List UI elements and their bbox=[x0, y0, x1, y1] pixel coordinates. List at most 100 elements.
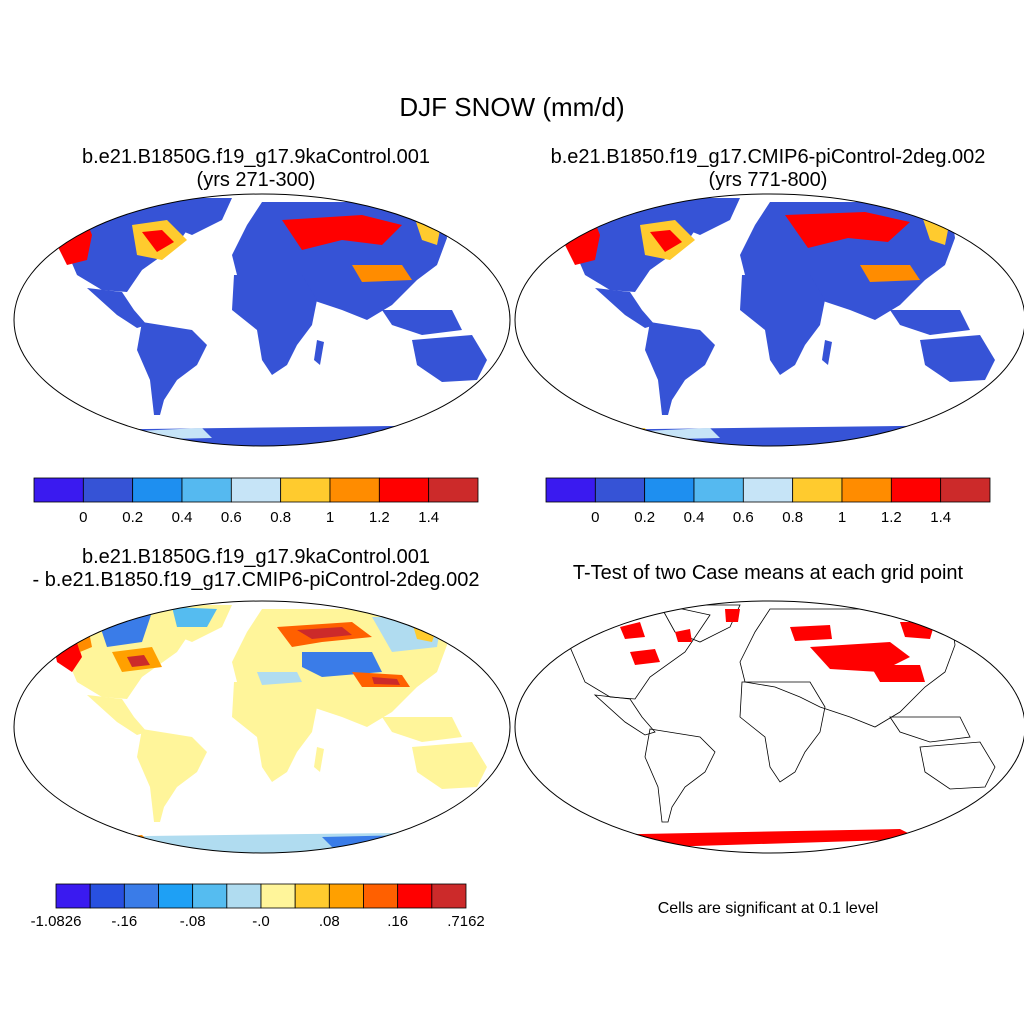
snow-high-na-west bbox=[52, 210, 92, 265]
panel-case1-title-line1: b.e21.B1850G.f19_g17.9kaControl.001 bbox=[81, 146, 431, 168]
coastline-ttest bbox=[564, 601, 996, 823]
anom-antarctic-positive bbox=[92, 835, 152, 847]
map-panel-case2 bbox=[530, 195, 1010, 446]
colorbar-box bbox=[378, 477, 430, 503]
map-panel-difference bbox=[22, 602, 502, 853]
colorbar-box bbox=[280, 477, 331, 503]
figure-title: DJF SNOW (mm/d) bbox=[399, 92, 625, 122]
land-south-america bbox=[645, 322, 715, 415]
colorbar-box bbox=[192, 883, 228, 909]
panel-case2-title-line1: b.e21.B1850.f19_g17.CMIP6-piControl-2deg… bbox=[550, 146, 986, 168]
sig-na-west bbox=[565, 619, 590, 642]
significance-note: Cells are significant at 0.1 level bbox=[657, 900, 879, 917]
colorbar-box bbox=[693, 477, 744, 503]
colorbar-tick-label: 1 bbox=[326, 509, 334, 526]
colorbar-tick-label: 0.8 bbox=[782, 509, 803, 526]
colorbar-box bbox=[123, 883, 159, 909]
colorbar-box bbox=[55, 883, 91, 909]
colorbar-tick-label: -.16 bbox=[111, 913, 137, 930]
panel-difference-title-line1: b.e21.B1850G.f19_g17.9kaControl.001 bbox=[81, 546, 431, 568]
sig-na-labrador bbox=[675, 629, 692, 642]
sig-antarctica bbox=[590, 829, 920, 849]
land-maritime-asia bbox=[890, 310, 970, 335]
colorbar-tick-label: .7162 bbox=[447, 913, 485, 930]
colorbar-box bbox=[428, 477, 479, 503]
colorbar-box bbox=[294, 883, 330, 909]
panel-ttest-title: T-Test of two Case means at each grid po… bbox=[572, 562, 964, 584]
land-africa bbox=[740, 275, 825, 375]
colorbar-tick-label: 0 bbox=[79, 509, 87, 526]
map-panel-case1 bbox=[22, 195, 502, 446]
globe-outline-difference bbox=[13, 600, 511, 854]
snow-mid-antarctic-coast bbox=[620, 428, 720, 440]
colorbar-tick-label: 0.6 bbox=[221, 509, 242, 526]
anom-greenland-negative bbox=[172, 607, 217, 627]
land-madagascar bbox=[314, 747, 324, 772]
land-australia bbox=[412, 335, 487, 382]
land-africa bbox=[232, 682, 317, 782]
land-africa bbox=[232, 275, 317, 375]
colorbar-box bbox=[132, 477, 183, 503]
land-madagascar bbox=[822, 340, 832, 365]
land-maritime-asia bbox=[382, 310, 462, 335]
colorbar-case1: 0 0.2 0.4 0.6 0.8 1 1.2 1.4 bbox=[33, 477, 479, 526]
colorbar-box bbox=[363, 883, 399, 909]
coast-maritime-asia bbox=[889, 716, 971, 743]
colorbar-box bbox=[890, 477, 942, 503]
colorbar-tick-label: 0.2 bbox=[634, 509, 655, 526]
colorbar-box bbox=[89, 883, 125, 909]
snow-high-europe bbox=[785, 212, 910, 248]
colorbar-tick-label: 0 bbox=[591, 509, 599, 526]
sig-europe bbox=[790, 625, 832, 641]
land-central-america bbox=[87, 695, 147, 735]
coast-central-america bbox=[593, 694, 656, 736]
colorbar-box bbox=[181, 477, 232, 503]
colorbar-tick-label: 1.4 bbox=[930, 509, 951, 526]
anom-na-east-core bbox=[127, 655, 150, 667]
colorbar-tick-label: 1.2 bbox=[881, 509, 902, 526]
land-central-america bbox=[87, 288, 147, 328]
colorbar-box bbox=[431, 883, 467, 909]
panel-case1-title-line2: (yrs 271-300) bbox=[196, 169, 316, 191]
sig-greenland bbox=[725, 609, 740, 622]
colorbar-box bbox=[545, 477, 596, 503]
colorbar-box bbox=[230, 477, 282, 503]
snow-high-na-east-core bbox=[142, 230, 174, 252]
land-south-america bbox=[137, 322, 207, 415]
land-south-america bbox=[137, 729, 207, 822]
coast-africa bbox=[739, 681, 826, 783]
coast-europe-asia bbox=[739, 608, 956, 728]
colorbar-difference: -1.0826 -.16 -.08 -.0 .08 .16 .7162 bbox=[31, 883, 485, 930]
colorbar-box bbox=[33, 477, 84, 503]
panel-case2-title-line2: (yrs 771-800) bbox=[708, 169, 828, 191]
sig-na-east bbox=[630, 649, 660, 665]
colorbar-box bbox=[260, 883, 296, 909]
snow-high-himalaya bbox=[860, 265, 920, 282]
colorbar-tick-label: 1 bbox=[838, 509, 846, 526]
snow-field-case2 bbox=[530, 195, 1010, 446]
coast-south-america bbox=[644, 728, 716, 823]
land-central-america bbox=[595, 288, 655, 328]
colorbar-box bbox=[226, 883, 262, 909]
colorbar-box bbox=[158, 883, 194, 909]
colorbar-tick-label: 1.2 bbox=[369, 509, 390, 526]
coast-greenland bbox=[659, 604, 741, 643]
land-maritime-asia bbox=[382, 717, 462, 742]
sig-east-asia bbox=[870, 665, 925, 682]
colorbar-tick-label: 0.2 bbox=[122, 509, 143, 526]
colorbar-tick-label: 1.4 bbox=[418, 509, 439, 526]
panel-case1-title: b.e21.B1850G.f19_g17.9kaControl.001 (yrs… bbox=[0, 146, 512, 192]
colorbar-tick-label: -.08 bbox=[180, 913, 206, 930]
colorbar-tick-label: 0.6 bbox=[733, 509, 754, 526]
colorbar-tick-label: .08 bbox=[319, 913, 340, 930]
colorbar-box bbox=[329, 477, 380, 503]
anom-mediterranean-light bbox=[257, 672, 302, 685]
land-australia bbox=[920, 335, 995, 382]
land-australia bbox=[412, 742, 487, 789]
map-panel-ttest bbox=[564, 601, 996, 849]
colorbar-box bbox=[82, 477, 134, 503]
snow-field-case1 bbox=[22, 195, 502, 446]
colorbar-tick-label: 0.4 bbox=[684, 509, 705, 526]
colorbar-tick-label: -1.0826 bbox=[31, 913, 82, 930]
